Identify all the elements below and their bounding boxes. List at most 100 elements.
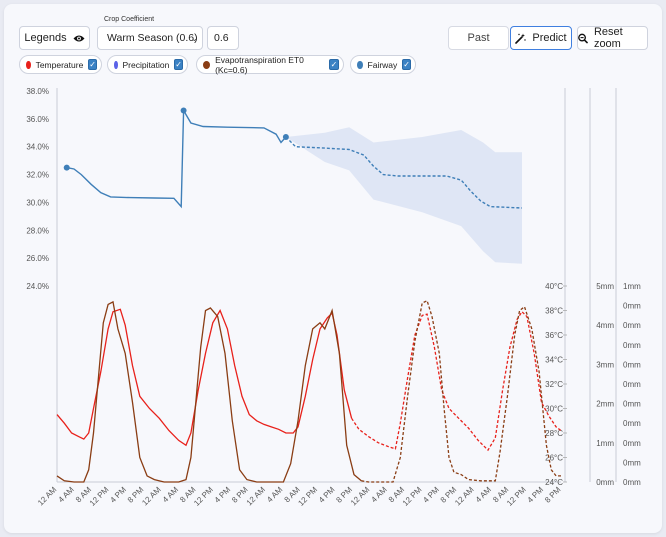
temperature-tick-label: 40°C (545, 282, 563, 291)
x-tick-label: 4 PM (421, 485, 441, 505)
magic-wand-icon (515, 33, 527, 44)
checkbox-checked-icon[interactable]: ✓ (174, 59, 183, 70)
predict-label: Predict (532, 32, 567, 44)
temperature-dot-icon (26, 60, 31, 69)
crop-coefficient-select[interactable]: Warm Season (0.6) ⌄ (97, 26, 203, 50)
temperature-series-line (56, 308, 353, 447)
legend-label-temperature: Temperature (35, 59, 84, 70)
x-tick-label: 12 PM (296, 485, 319, 508)
et0-dot-icon (203, 60, 211, 69)
legend-label-fairway: Fairway (367, 59, 398, 70)
x-tick-label: 12 PM (88, 485, 111, 508)
legend-chip-temperature[interactable]: Temperature ✓ (19, 55, 102, 74)
precipitation-tick-label: 5mm (596, 282, 614, 291)
precipitation-tick-label: 2mm (596, 400, 614, 409)
temperature-tick-label: 32°C (545, 380, 563, 389)
temperature-tick-label: 26°C (545, 454, 563, 463)
checkbox-checked-icon[interactable]: ✓ (329, 59, 339, 70)
eye-icon (73, 35, 85, 41)
legend-label-precipitation: Precipitation (122, 59, 170, 70)
reset-zoom-label: Reset zoom (593, 26, 623, 50)
et0-series-line (56, 300, 362, 483)
x-tick-label: 12 AM (453, 485, 476, 508)
moisture-tick-label: 32.0% (26, 171, 49, 180)
x-tick-label: 4 AM (57, 485, 76, 504)
legend-chip-precipitation[interactable]: Precipitation ✓ (107, 55, 188, 74)
reset-zoom-button[interactable]: Reset zoom (577, 26, 648, 50)
past-label: Past (467, 32, 490, 44)
precipitation-tick-label: 0mm (596, 478, 614, 487)
chevron-down-icon: ⌄ (190, 33, 198, 43)
legend-label-et0: Evapotranspiration ET0 (Kc=0.6) (215, 54, 304, 75)
x-tick-label: 4 AM (161, 485, 180, 504)
et0-tick-label: 0mm (623, 321, 641, 330)
x-tick-label: 12 AM (140, 485, 163, 508)
x-tick-label: 4 AM (474, 485, 493, 504)
et0-tick-label: 0mm (623, 341, 641, 350)
fairway-point (282, 133, 289, 140)
x-tick-label: 4 PM (526, 485, 546, 505)
legend-chip-et0[interactable]: Evapotranspiration ET0 (Kc=0.6) ✓ (196, 54, 344, 75)
crop-coefficient-input[interactable]: 0.6 (207, 26, 239, 50)
temperature-tick-label: 34°C (545, 356, 563, 365)
et0-tick-label: 0mm (623, 360, 641, 369)
fairway-point (63, 164, 70, 171)
et0-tick-label: 0mm (623, 380, 641, 389)
checkbox-checked-icon[interactable]: ✓ (402, 59, 411, 70)
et0-tick-label: 0mm (623, 439, 641, 448)
crop-coefficient-label: Crop Coefficient (104, 16, 155, 23)
temperature-tick-label: 36°C (545, 331, 563, 340)
x-tick-label: 12 AM (245, 485, 268, 508)
moisture-tick-label: 28.0% (26, 226, 49, 235)
et0-tick-label: 0mm (623, 302, 641, 311)
moisture-tick-label: 30.0% (26, 198, 49, 207)
precipitation-tick-label: 1mm (596, 439, 614, 448)
et0-tick-label: 1mm (623, 282, 641, 291)
moisture-tick-label: 36.0% (26, 115, 49, 124)
x-tick-label: 4 PM (213, 485, 233, 505)
moisture-tick-label: 26.0% (26, 254, 49, 263)
precipitation-tick-label: 3mm (596, 360, 614, 369)
x-tick-label: 4 AM (369, 485, 388, 504)
et0-forecast-line (361, 299, 561, 483)
et0-tick-label: 0mm (623, 400, 641, 409)
moisture-tick-label: 24.0% (26, 282, 49, 291)
et0-tick-label: 0mm (623, 478, 641, 487)
checkbox-checked-icon[interactable]: ✓ (88, 59, 97, 70)
legends-label: Legends (24, 32, 67, 44)
fairway-point (180, 107, 187, 114)
fairway-forecast-line (285, 136, 523, 209)
x-tick-label: 12 AM (349, 485, 372, 508)
predict-button[interactable]: Predict (510, 26, 572, 50)
crop-select-value: Warm Season (0.6) (107, 32, 198, 44)
legend-chip-fairway[interactable]: Fairway ✓ (350, 55, 416, 74)
legends-button[interactable]: Legends (19, 26, 90, 50)
fairway-series-line (66, 108, 287, 209)
fairway-dot-icon (357, 60, 363, 69)
fairway-forecast-band (285, 127, 522, 264)
x-tick-label: 4 PM (108, 485, 128, 505)
moisture-tick-label: 34.0% (26, 143, 49, 152)
x-tick-label: 12 AM (36, 485, 59, 508)
past-button[interactable]: Past (448, 26, 509, 50)
chart-panel (4, 4, 662, 533)
x-tick-label: 8 PM (543, 485, 563, 505)
x-tick-label: 12 PM (401, 485, 424, 508)
temperature-tick-label: 24°C (545, 478, 563, 487)
temperature-tick-label: 38°C (545, 307, 563, 316)
et0-tick-label: 0mm (623, 458, 641, 467)
precipitation-tick-label: 4mm (596, 321, 614, 330)
x-tick-label: 4 PM (317, 485, 337, 505)
temperature-forecast-line (351, 310, 562, 452)
x-tick-label: 4 AM (265, 485, 284, 504)
x-tick-label: 12 PM (192, 485, 215, 508)
et0-tick-label: 0mm (623, 419, 641, 428)
crop-coefficient-value: 0.6 (214, 32, 229, 44)
moisture-tick-label: 38.0% (26, 87, 49, 96)
precipitation-dot-icon (114, 60, 118, 69)
x-tick-label: 12 PM (505, 485, 528, 508)
temperature-tick-label: 30°C (545, 405, 563, 414)
temperature-tick-label: 28°C (545, 429, 563, 438)
zoom-out-icon (578, 33, 588, 43)
